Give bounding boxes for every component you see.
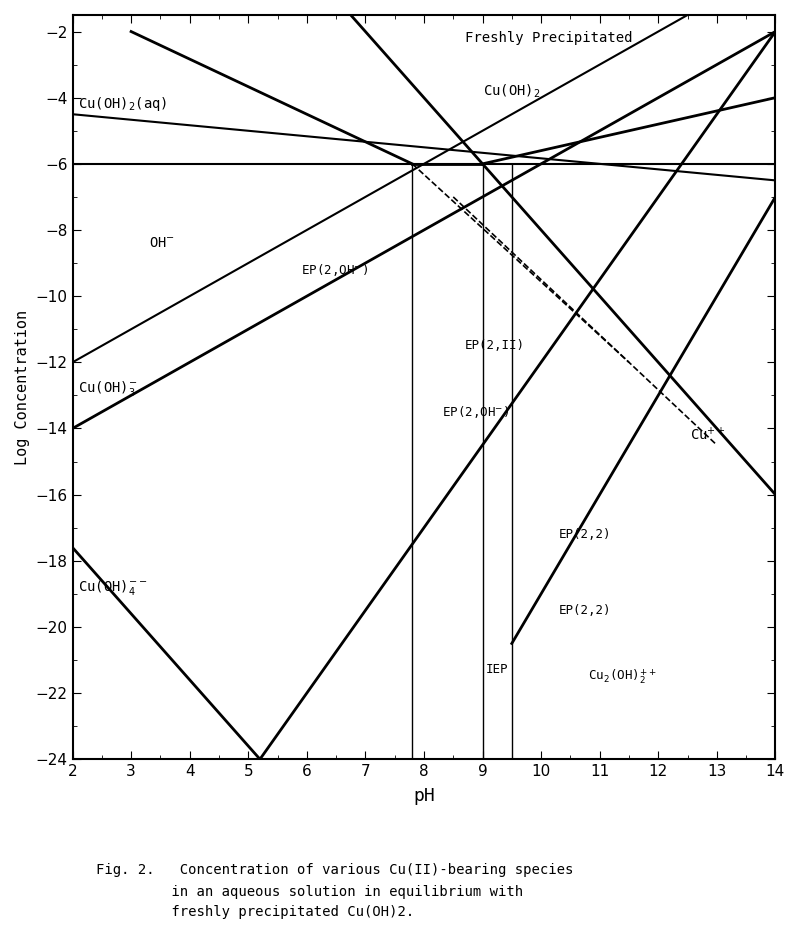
- Text: in an aqueous solution in equilibrium with: in an aqueous solution in equilibrium wi…: [96, 885, 523, 899]
- Text: EP(2,2): EP(2,2): [558, 604, 611, 617]
- Text: Cu$_2$(OH)$_2^{++}$: Cu$_2$(OH)$_2^{++}$: [588, 667, 657, 686]
- Text: Cu(OH)$_2$: Cu(OH)$_2$: [482, 82, 540, 100]
- Text: freshly precipitated Cu(OH)2.: freshly precipitated Cu(OH)2.: [96, 905, 414, 919]
- Text: IEP: IEP: [486, 664, 508, 676]
- Text: Fig. 2.   Concentration of various Cu(II)-bearing species: Fig. 2. Concentration of various Cu(II)-…: [96, 863, 574, 877]
- X-axis label: pH: pH: [413, 787, 435, 805]
- Text: Cu$^{++}$: Cu$^{++}$: [690, 426, 726, 444]
- Text: Cu(OH)$_4^{--}$: Cu(OH)$_4^{--}$: [78, 578, 148, 597]
- Text: Cu(OH)$_3^{-}$: Cu(OH)$_3^{-}$: [78, 379, 138, 398]
- Text: Cu(OH)$_2$(aq): Cu(OH)$_2$(aq): [78, 95, 168, 113]
- Text: EP(2,OH$^{-}$): EP(2,OH$^{-}$): [442, 404, 509, 420]
- Text: Freshly Precipitated: Freshly Precipitated: [465, 31, 633, 45]
- Y-axis label: Log Concentration: Log Concentration: [15, 309, 30, 465]
- Text: OH$^{-}$: OH$^{-}$: [149, 237, 174, 250]
- Polygon shape: [131, 31, 775, 164]
- Text: EP(2,II): EP(2,II): [465, 339, 525, 353]
- Text: EP(2,2): EP(2,2): [558, 528, 611, 540]
- Text: EP(2,OH$^{-}$): EP(2,OH$^{-}$): [301, 262, 368, 277]
